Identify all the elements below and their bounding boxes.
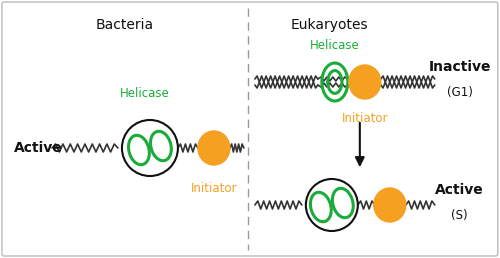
Text: Eukaryotes: Eukaryotes — [291, 18, 368, 32]
Text: Inactive: Inactive — [428, 60, 491, 74]
Text: Initiator: Initiator — [190, 182, 237, 195]
Text: Active: Active — [14, 141, 62, 155]
Text: Helicase: Helicase — [310, 39, 360, 52]
Text: Initiator: Initiator — [342, 112, 388, 125]
Ellipse shape — [349, 65, 381, 99]
Text: (G1): (G1) — [447, 86, 472, 99]
Ellipse shape — [198, 131, 230, 165]
FancyBboxPatch shape — [2, 2, 498, 256]
Ellipse shape — [374, 188, 406, 222]
Text: Bacteria: Bacteria — [96, 18, 154, 32]
Text: (S): (S) — [452, 209, 468, 222]
Text: Helicase: Helicase — [120, 87, 170, 100]
Text: Active: Active — [436, 183, 484, 197]
